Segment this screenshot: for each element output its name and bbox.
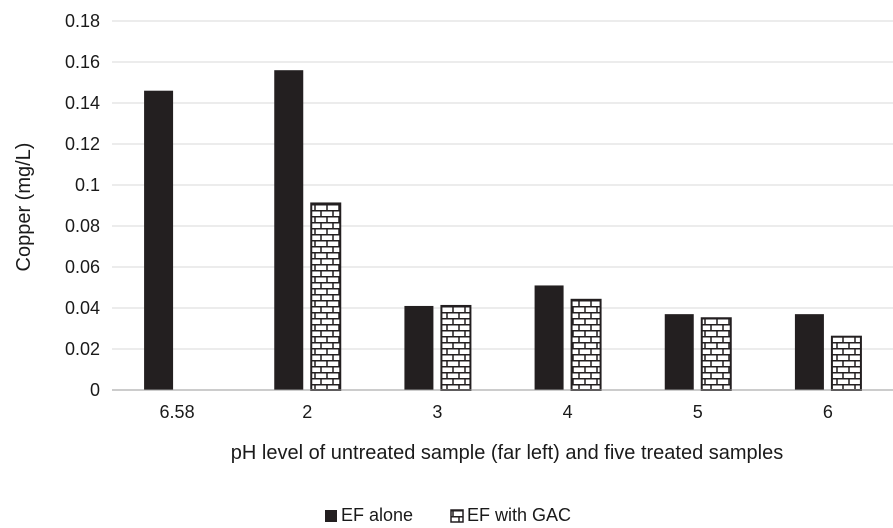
y-tick-label: 0.1 — [75, 175, 100, 195]
y-tick-label: 0.04 — [65, 298, 100, 318]
x-tick-label: 6.58 — [160, 402, 195, 422]
x-tick-label: 5 — [693, 402, 703, 422]
bar-ef-with-gac-5 — [700, 317, 732, 391]
y-tick-label: 0.16 — [65, 52, 100, 72]
y-tick-label: 0.12 — [65, 134, 100, 154]
y-axis-ticks: 0 0.02 0.04 0.06 0.08 0.1 0.12 0.14 0.16 0.18 — [65, 11, 100, 400]
bar-ef-alone-6 — [794, 314, 824, 390]
bar-ef-alone-2 — [274, 70, 304, 390]
y-tick-label: 0 — [90, 380, 100, 400]
x-tick-label: 6 — [823, 402, 833, 422]
bar-ef-alone-4 — [534, 285, 564, 390]
x-tick-label: 2 — [302, 402, 312, 422]
x-tick-label: 3 — [432, 402, 442, 422]
y-tick-label: 0.02 — [65, 339, 100, 359]
legend-swatch-ef-alone — [325, 510, 337, 522]
legend: EF alone EF with GAC — [325, 505, 571, 525]
gridlines — [112, 20, 893, 350]
bar-ef-with-gac-2 — [310, 202, 342, 391]
x-axis-title: pH level of untreated sample (far left) … — [231, 442, 784, 464]
y-tick-label: 0.06 — [65, 257, 100, 277]
bar-ef-with-gac-4 — [570, 298, 602, 391]
y-tick-label: 0.08 — [65, 216, 100, 236]
bar-ef-with-gac-6 — [830, 335, 862, 392]
y-tick-label: 0.14 — [65, 93, 100, 113]
bar-ef-alone-3 — [404, 305, 434, 390]
bars — [144, 70, 862, 392]
x-axis-ticks: 6.58 2 3 4 5 6 — [160, 402, 833, 422]
x-tick-label: 4 — [563, 402, 573, 422]
legend-label-ef-with-gac: EF with GAC — [467, 505, 571, 525]
bar-ef-alone-6-58 — [144, 90, 174, 390]
y-axis-title: Copper (mg/L) — [13, 143, 35, 272]
legend-swatch-ef-with-gac — [450, 509, 464, 523]
y-tick-label: 0.18 — [65, 11, 100, 31]
legend-label-ef-alone: EF alone — [341, 505, 413, 525]
bar-ef-with-gac-3 — [440, 304, 472, 392]
bar-ef-alone-5 — [664, 314, 694, 390]
